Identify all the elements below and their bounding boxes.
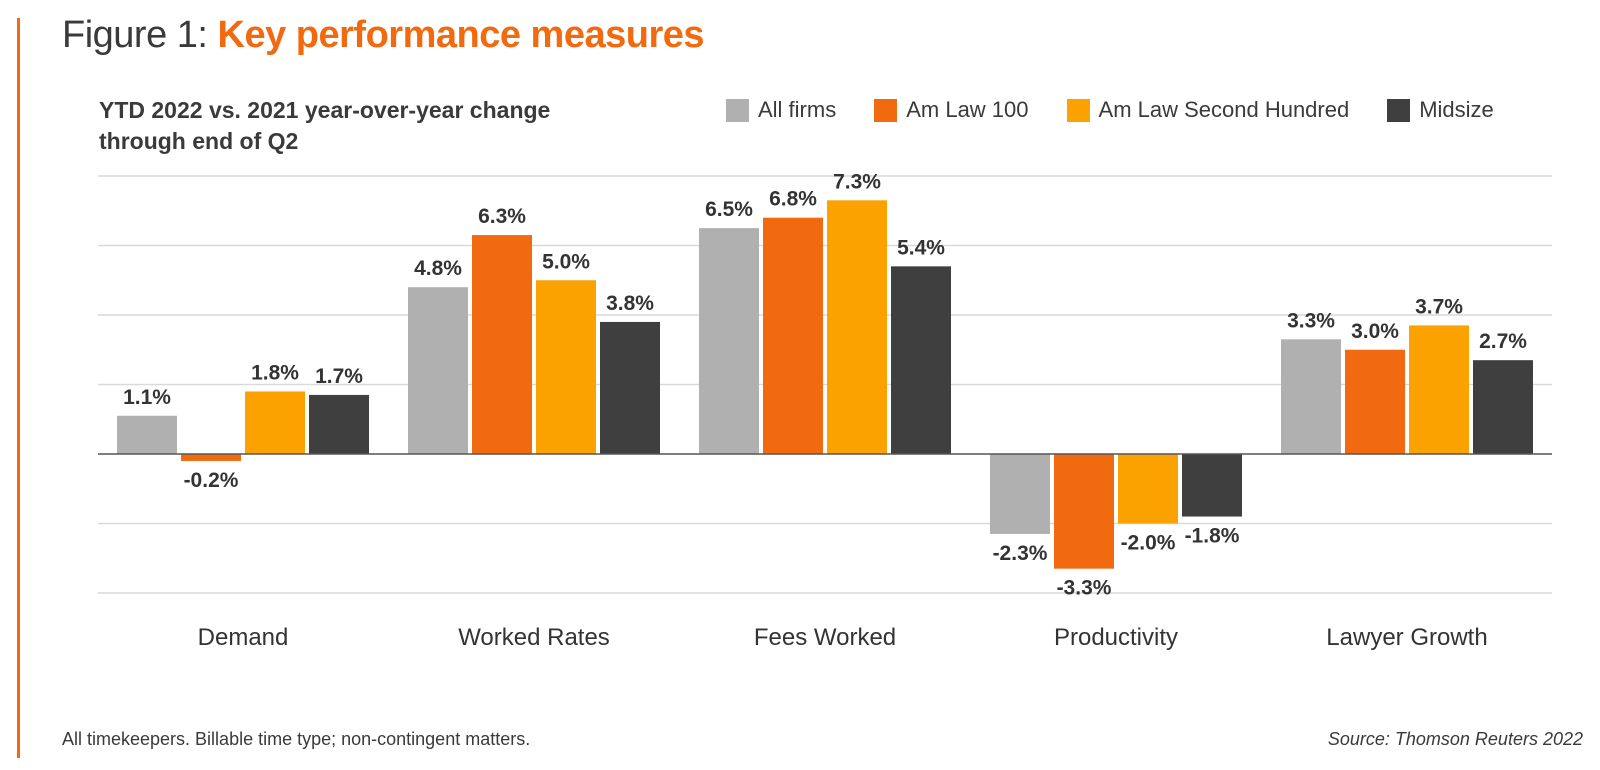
data-label-fees-worked-all-firms: 6.5% [705,198,753,221]
category-label-productivity: Productivity [1054,624,1178,651]
bar-productivity-all-firms [990,454,1050,534]
legend-swatch-am-law-100 [874,98,898,122]
data-label-productivity-all-firms: -2.3% [993,542,1048,565]
data-label-lawyer-growth-am-law-second-hundred: 3.7% [1415,295,1463,318]
bar-demand-all-firms [117,415,177,454]
legend-label-am-law-second-hundred: Am Law Second Hundred [1098,97,1350,122]
bar-demand-am-law-second-hundred [245,391,305,454]
category-label-fees-worked: Fees Worked [754,624,896,651]
data-label-fees-worked-midsize: 5.4% [897,236,945,259]
figure-title-main: Key performance measures [217,14,705,56]
bar-lawyer-growth-am-law-100 [1345,349,1405,454]
data-label-productivity-midsize: -1.8% [1185,525,1240,548]
bar-fees-worked-am-law-100 [763,217,823,454]
data-label-worked-rates-am-law-second-hundred: 5.0% [542,250,590,273]
bar-lawyer-growth-am-law-second-hundred [1409,325,1469,454]
bar-demand-am-law-100 [181,454,241,461]
data-label-fees-worked-am-law-second-hundred: 7.3% [833,170,881,193]
data-label-worked-rates-midsize: 3.8% [606,292,654,315]
accent-line [17,18,20,758]
figure-title-prefix: Figure 1: [62,14,208,56]
data-label-lawyer-growth-midsize: 2.7% [1479,330,1527,353]
bar-worked-rates-am-law-100 [472,235,532,454]
legend-item-am-law-100: Am Law 100 [874,97,1029,123]
bar-lawyer-growth-midsize [1473,360,1533,454]
bar-lawyer-growth-all-firms [1281,339,1341,454]
source-note: Source: Thomson Reuters 2022 [1327,729,1583,749]
bar-fees-worked-am-law-second-hundred [827,200,887,454]
data-label-productivity-am-law-100: -3.3% [1057,577,1112,600]
bar-productivity-am-law-100 [1054,454,1114,569]
bar-fees-worked-all-firms [699,228,759,454]
bar-productivity-midsize [1182,454,1242,517]
figure-title: Figure 1: Key performance measures [62,12,705,58]
footnote: All timekeepers. Billable time type; non… [62,729,531,749]
legend-label-all-firms: All firms [758,97,837,122]
data-label-productivity-am-law-second-hundred: -2.0% [1121,532,1176,555]
bar-fees-worked-midsize [891,266,951,454]
legend-item-am-law-second-hundred: Am Law Second Hundred [1066,97,1350,123]
data-label-worked-rates-all-firms: 4.8% [414,257,462,280]
category-label-lawyer-growth: Lawyer Growth [1326,624,1487,651]
data-label-lawyer-growth-am-law-100: 3.0% [1351,320,1399,343]
chart-legend: All firms Am Law 100 Am Law Second Hundr… [726,97,1494,123]
bar-productivity-am-law-second-hundred [1118,454,1178,524]
legend-swatch-am-law-second-hundred [1066,98,1090,122]
chart-subtitle-line-2: through end of Q2 [99,128,299,154]
data-label-worked-rates-am-law-100: 6.3% [478,205,526,228]
legend-label-am-law-100: Am Law 100 [906,97,1029,122]
bar-worked-rates-am-law-second-hundred [536,280,596,454]
bar-demand-midsize [309,394,369,454]
chart-subtitle: YTD 2022 vs. 2021 year-over-year change … [99,95,659,157]
legend-swatch-midsize [1387,98,1411,122]
legend-swatch-all-firms [726,98,749,122]
legend-item-midsize: Midsize [1387,97,1494,123]
category-label-demand: Demand [198,624,289,651]
data-label-demand-midsize: 1.7% [315,365,363,388]
bar-worked-rates-midsize [600,321,660,454]
data-label-demand-all-firms: 1.1% [123,386,171,409]
data-label-lawyer-growth-all-firms: 3.3% [1287,309,1335,332]
legend-label-midsize: Midsize [1419,97,1494,122]
chart-subtitle-line-1: YTD 2022 vs. 2021 year-over-year change [99,97,551,123]
legend-item-all-firms: All firms [726,97,836,123]
data-label-fees-worked-am-law-100: 6.8% [769,188,817,211]
data-label-demand-am-law-second-hundred: 1.8% [251,361,299,384]
bar-worked-rates-all-firms [408,287,468,454]
data-label-demand-am-law-100: -0.2% [184,469,239,492]
category-label-worked-rates: Worked Rates [458,624,610,651]
